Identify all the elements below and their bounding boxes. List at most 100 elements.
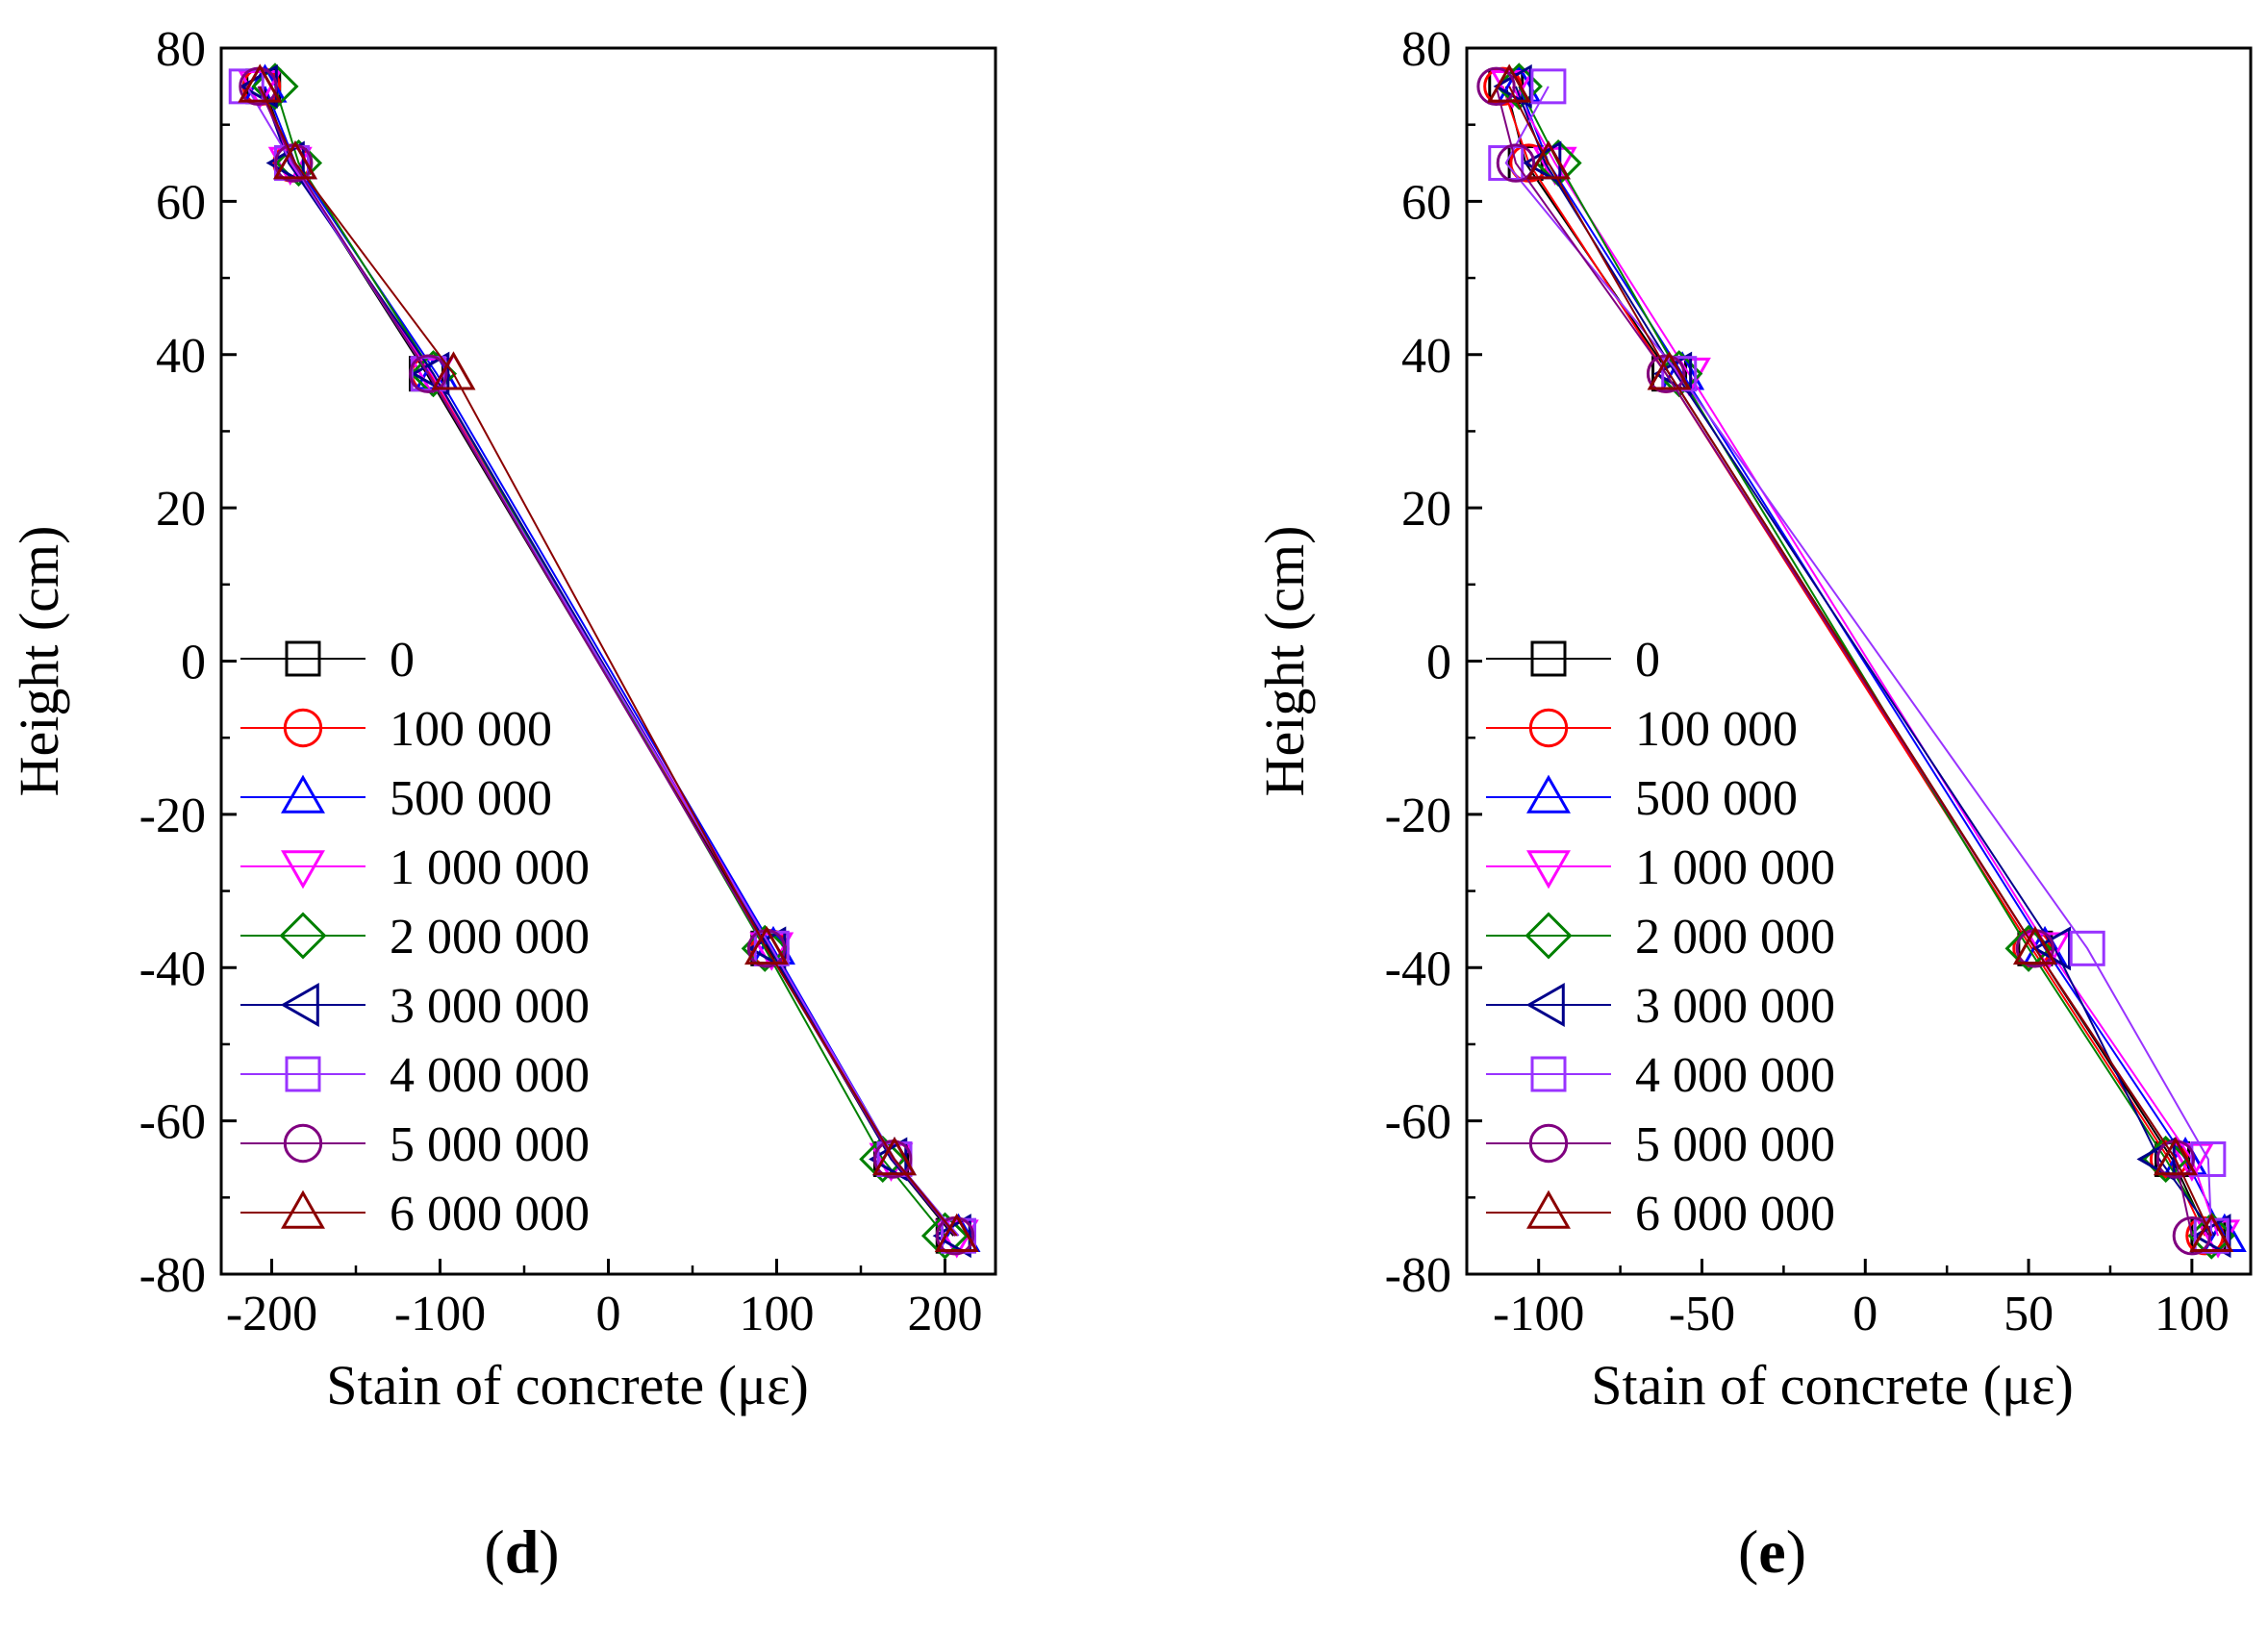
- panel-label: (d): [484, 1517, 559, 1586]
- data-point: [859, 1135, 907, 1184]
- plot-frame: [1465, 46, 2253, 1276]
- y-tick-label: -60: [139, 1095, 206, 1150]
- legend-label: 4 000 000: [1635, 1048, 1835, 1103]
- legend-marker: [1530, 1056, 1567, 1092]
- series-5-000-000: [1476, 66, 2212, 1256]
- data-point: [238, 63, 283, 103]
- data-point: [744, 925, 789, 965]
- series-1-000-000: [238, 70, 979, 1259]
- legend-marker: [285, 1056, 321, 1092]
- data-point: [1496, 143, 1536, 183]
- series-line: [1495, 86, 2193, 1237]
- legend-marker: [1526, 850, 1571, 889]
- legend-label: 1 000 000: [1635, 840, 1835, 895]
- legend-label: 100 000: [1635, 702, 1798, 757]
- data-point: [411, 351, 450, 396]
- data-point: [1476, 66, 1516, 107]
- legend: 0 100 000 500 000 1 000 000 2 000 000 3 000 0…: [1486, 633, 1835, 1241]
- data-point: [934, 1219, 979, 1259]
- y-tick-label: 40: [156, 329, 206, 384]
- data-point: [2069, 930, 2105, 966]
- data-point: [934, 1213, 979, 1252]
- series-line: [261, 86, 956, 1237]
- data-point: [2187, 1212, 2235, 1260]
- series-line: [1515, 86, 2216, 1237]
- data-point: [2012, 925, 2057, 965]
- data-point: [1647, 351, 1692, 390]
- data-point: [2172, 1215, 2212, 1256]
- series-6-000-000: [1487, 63, 2234, 1252]
- series-line: [259, 86, 958, 1237]
- legend-label: 6 000 000: [390, 1187, 590, 1241]
- data-point: [238, 70, 283, 110]
- data-point: [1532, 146, 1577, 186]
- panel-label: (e): [1738, 1517, 1806, 1586]
- y-axis-title: Height (cm): [1253, 526, 1316, 797]
- y-tick-label: 80: [156, 22, 206, 77]
- legend-marker: [280, 983, 319, 1027]
- y-tick-label: 60: [156, 175, 206, 230]
- legend-marker: [1526, 1190, 1571, 1229]
- y-tick-label: -80: [139, 1248, 206, 1303]
- x-tick-label: -200: [226, 1287, 317, 1341]
- legend-label: 0: [390, 633, 415, 688]
- y-tick-label: 40: [1401, 329, 1451, 384]
- series-line: [1508, 86, 2213, 1237]
- data-point: [1525, 140, 1571, 180]
- legend-label: 500 000: [390, 771, 552, 826]
- legend-label: 3 000 000: [1635, 979, 1835, 1034]
- x-tick-label: 200: [908, 1287, 983, 1341]
- y-tick-label: 0: [181, 636, 206, 690]
- x-axis-title: Stain of concrete (με): [326, 1354, 809, 1416]
- x-tick-label: 0: [1852, 1287, 1877, 1341]
- x-tick-label: -100: [394, 1287, 486, 1341]
- legend-label: 4 000 000: [390, 1048, 590, 1103]
- y-tick-label: -40: [1385, 941, 1451, 996]
- legend-marker: [1525, 912, 1573, 960]
- legend-label: 5 000 000: [1635, 1117, 1835, 1172]
- legend-label: 5 000 000: [390, 1117, 590, 1172]
- legend-label: 2 000 000: [1635, 910, 1835, 964]
- data-point: [1487, 63, 1532, 103]
- y-tick-label: 0: [1426, 636, 1451, 690]
- chart-panel-e: -100 -50 0 50 100 -80 -60 -40 -20 0 20 40 60 80 Stain …: [1253, 22, 2253, 1586]
- y-tick-label: -40: [139, 941, 206, 996]
- data-point: [2190, 1140, 2227, 1177]
- data-point: [2153, 1137, 2198, 1176]
- x-tick-label: 0: [596, 1287, 621, 1341]
- legend-label: 6 000 000: [1635, 1187, 1835, 1241]
- legend-marker: [1528, 1123, 1569, 1164]
- legend-marker: [285, 640, 321, 677]
- data-point: [2193, 1217, 2230, 1254]
- legend-label: 100 000: [390, 702, 552, 757]
- series-line: [257, 86, 956, 1237]
- y-tick-label: 20: [1401, 482, 1451, 537]
- y-axis-title: Height (cm): [8, 526, 70, 797]
- data-point: [1530, 68, 1567, 105]
- legend-marker: [1525, 983, 1565, 1027]
- series-line: [264, 86, 960, 1237]
- series-line: [259, 86, 958, 1237]
- legend-label: 500 000: [1635, 771, 1798, 826]
- data-point: [872, 1137, 917, 1176]
- legend-marker: [1528, 708, 1569, 748]
- legend-label: 1 000 000: [390, 840, 590, 895]
- y-tick-label: 20: [156, 482, 206, 537]
- x-tick-label: -100: [1493, 1287, 1584, 1341]
- x-tick-label: 100: [740, 1287, 815, 1341]
- x-axis-title: Stain of concrete (με): [1591, 1354, 2074, 1416]
- data-point: [228, 68, 265, 105]
- data-point: [410, 356, 446, 392]
- legend-marker: [279, 912, 327, 960]
- data-point: [2192, 1214, 2231, 1259]
- legend-label: 3 000 000: [390, 979, 590, 1034]
- legend-marker: [281, 774, 325, 814]
- series-100-000: [241, 66, 975, 1256]
- x-tick-label: 50: [2003, 1287, 2054, 1341]
- legend-label: 0: [1635, 633, 1660, 688]
- y-tick-label: 60: [1401, 175, 1451, 230]
- chart-panel-d: -200 -100 0 100 200-80-60-40-20020406080Stai…: [8, 22, 997, 1586]
- y-tick-label: -20: [139, 789, 206, 843]
- data-point: [2189, 1213, 2234, 1252]
